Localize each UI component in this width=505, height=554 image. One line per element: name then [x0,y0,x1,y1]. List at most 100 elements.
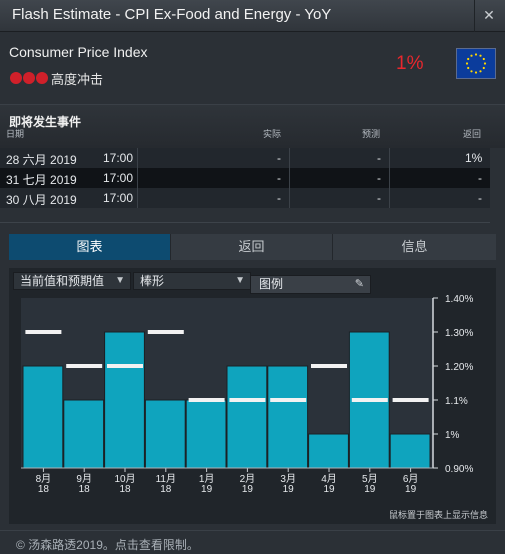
x-tick-label: 19 [201,484,213,495]
y-tick-label: 1.1% [445,396,468,407]
x-tick-label: 18 [160,484,172,495]
eu-star-icon [465,62,469,65]
tab-info[interactable]: 信息 [333,234,496,260]
copyright-link[interactable]: © 汤森路透2019。点击查看限制。 [16,538,199,552]
indicator-name: Consumer Price Index [9,44,148,60]
window-title: Flash Estimate - CPI Ex-Food and Energy … [12,6,332,23]
event-row[interactable]: 30 八月 2019 17:00 - - - [0,188,490,208]
x-tick-label: 19 [364,484,376,495]
column-date: 日期 [6,129,25,139]
forecast-marker[interactable] [147,330,184,334]
bar[interactable] [104,331,145,469]
eu-star-icon [483,62,487,65]
forecast-marker[interactable] [392,398,429,402]
indicator-header: Consumer Price Index 高度冲击 1% [0,32,505,104]
forecast-marker[interactable] [270,398,307,402]
bar[interactable] [22,365,64,469]
bar[interactable] [226,365,268,469]
x-tick-label: 18 [79,484,91,495]
bar[interactable] [63,399,105,469]
x-tick-label: 1月 [199,473,215,485]
x-tick-label: 2月 [240,473,256,485]
tab-chart[interactable]: 图表 [9,234,171,260]
forecast-marker[interactable] [188,398,225,402]
chart-panel: 当前值和预期值 ▼ 棒形 ▼ 图例 ✎ 8月 18 9月 18 10月 18 11月 18 1月… [9,268,496,524]
y-tick-label: 1.40% [445,294,473,305]
title-bar: Flash Estimate - CPI Ex-Food and Energy … [0,0,505,32]
forecast-marker[interactable] [66,364,103,368]
event-previous: - [478,171,482,185]
forecast-marker[interactable] [229,398,266,402]
eu-flag-icon [456,48,496,79]
event-time: 17:00 [103,151,134,165]
footer: © 汤森路透2019。点击查看限制。 [0,530,505,554]
impact-dot-icon [36,72,48,84]
series-select-value: 当前值和预期值 [20,274,105,288]
x-tick-label: 4月 [321,473,337,485]
forecast-marker[interactable] [351,398,388,402]
y-tick-label: 1% [445,430,460,441]
x-tick-label: 10月 [114,473,135,485]
chevron-down-icon: ▼ [235,275,245,286]
impact-dot-icon [23,72,35,84]
eu-star-icon [482,66,485,70]
event-actual: - [277,171,281,185]
eu-star-icon [474,71,478,74]
event-actual: - [277,191,281,205]
legend-label: 图例 [259,277,284,291]
section-divider [0,222,490,223]
x-tick-label: 19 [283,484,295,495]
legend-button[interactable]: 图例 ✎ [250,275,371,294]
events-title: 即将发生事件 [9,115,82,129]
column-actual: 实际 [263,129,282,139]
impact-rating: 高度冲击 [10,70,104,87]
event-date: 28 六月 2019 [6,153,77,167]
x-tick-label: 19 [323,484,335,495]
y-tick-label: 1.30% [445,328,473,339]
x-tick-label: 8月 [36,473,52,485]
x-tick-label: 3月 [280,473,296,485]
tab-history[interactable]: 返回 [171,234,333,260]
bar[interactable] [144,399,186,469]
series-select[interactable]: 当前值和预期值 ▼ [13,272,131,290]
impact-dot-icon [10,72,22,84]
impact-label: 高度冲击 [51,71,104,87]
event-time: 17:00 [103,171,134,185]
bar[interactable] [185,399,227,469]
x-tick-label: 19 [242,484,254,495]
event-row[interactable]: 31 七月 2019 17:00 - - - [0,168,490,188]
bar[interactable] [308,433,349,469]
eu-star-icon [470,54,473,57]
title-divider [474,0,475,32]
tab-bar: 图表 返回 信息 [9,234,496,260]
event-previous: - [478,191,482,205]
eu-star-icon [482,57,485,61]
event-forecast: - [377,191,381,205]
forecast-marker[interactable] [311,364,347,368]
x-tick-label: 9月 [76,473,92,485]
chart-type-value: 棒形 [140,274,165,288]
wrench-icon: ✎ [354,278,364,290]
event-forecast: - [377,151,381,165]
y-tick-label: 0.90% [445,464,473,475]
event-date: 31 七月 2019 [6,173,77,187]
chart-type-select[interactable]: 棒形 ▼ [133,272,251,290]
chart-hint: 鼠标置于图表上显示信息 [388,510,488,520]
event-time: 17:00 [103,191,134,205]
column-previous: 返回 [463,129,482,139]
forecast-marker[interactable] [25,330,62,334]
bar-chart[interactable]: 8月189月1810月1811月181月192月193月194月195月196月… [9,292,496,524]
forecast-marker[interactable] [107,364,143,368]
events-header: 即将发生事件 日期 实际 预测 返回 [0,104,505,148]
eu-stars-icon [465,53,487,74]
close-icon[interactable]: ✕ [483,7,495,23]
eu-star-icon [474,53,478,56]
bar[interactable] [267,365,309,469]
column-forecast: 预测 [362,129,381,139]
x-tick-label: 18 [38,484,50,495]
eu-star-icon [479,54,482,57]
event-row[interactable]: 28 六月 2019 17:00 - - 1% [0,148,490,168]
x-tick-label: 6月 [403,473,419,485]
bar[interactable] [389,433,431,469]
event-date: 30 八月 2019 [6,193,77,207]
